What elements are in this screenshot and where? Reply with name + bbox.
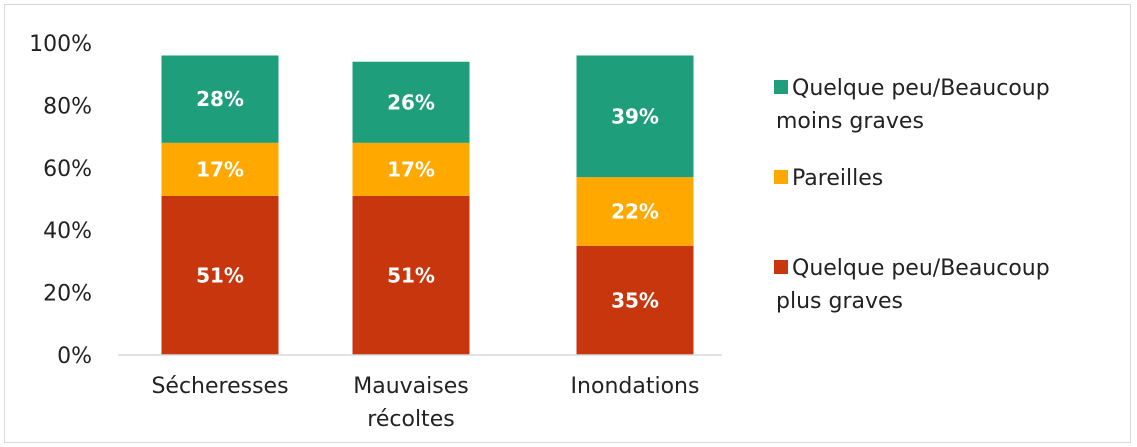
x-category-label: Sécheresses	[151, 374, 288, 399]
legend-label: Quelque peu/Beaucoup	[792, 256, 1050, 281]
y-tick-label: 20%	[43, 282, 92, 307]
bar-data-label: 39%	[611, 104, 659, 128]
y-tick-label: 0%	[57, 344, 92, 369]
y-tick-label: 100%	[29, 32, 92, 57]
bar-data-label: 51%	[387, 263, 435, 287]
bar-data-label: 22%	[611, 199, 659, 223]
bar-segment	[352, 61, 470, 143]
bar-segment	[352, 195, 470, 355]
legend-label: moins graves	[776, 109, 924, 134]
bar-segment	[161, 55, 279, 143]
bar-segment	[161, 195, 279, 355]
legend-swatch	[774, 260, 788, 274]
bar-segment	[576, 177, 694, 246]
bar-data-label: 17%	[387, 157, 435, 181]
x-category-label: Inondations	[571, 374, 700, 399]
bar-data-label: 35%	[611, 288, 659, 312]
legend-label: Quelque peu/Beaucoup	[792, 76, 1050, 101]
bar-data-label: 28%	[196, 87, 244, 111]
x-category-label: récoltes	[367, 407, 454, 432]
legend-label: plus graves	[776, 289, 903, 314]
legend: Quelque peu/Beaucoup moins graves Pareille…	[774, 76, 1050, 314]
bar-data-label: 17%	[196, 157, 244, 181]
bars: 51% 17% 28% 51% 17% 26% 35% 22% 39%	[161, 55, 694, 355]
bar-segment	[576, 245, 694, 355]
legend-swatch	[774, 170, 788, 184]
x-axis: Sécheresses Mauvaises récoltes Inondations	[151, 374, 699, 432]
y-tick-label: 80%	[43, 94, 92, 119]
chart-frame	[4, 4, 1131, 443]
bar-data-label: 51%	[196, 263, 244, 287]
y-tick-label: 40%	[43, 219, 92, 244]
y-tick-label: 60%	[43, 157, 92, 182]
x-category-label: Mauvaises	[353, 374, 468, 399]
bar-segment	[576, 55, 694, 178]
bar-segment	[161, 142, 279, 196]
bar-segment	[352, 142, 470, 196]
legend-swatch	[774, 80, 788, 94]
bar-data-label: 26%	[387, 90, 435, 114]
y-axis: 0% 20% 40% 60% 80% 100%	[29, 32, 92, 369]
legend-label: Pareilles	[792, 166, 883, 191]
